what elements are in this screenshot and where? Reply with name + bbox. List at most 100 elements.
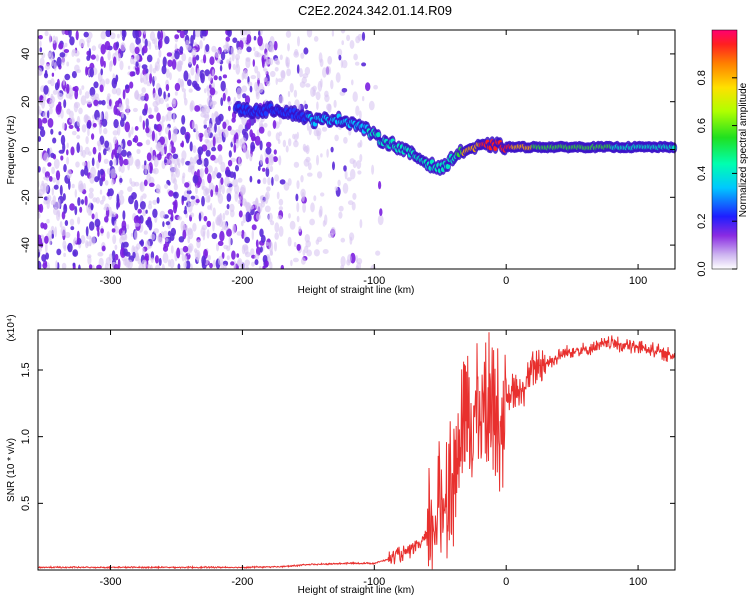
spectrogram-noise-blob bbox=[76, 127, 80, 132]
spectrogram-noise-blob bbox=[145, 139, 151, 146]
spectrogram-noise-blob bbox=[185, 133, 190, 144]
spectrogram-noise-blob bbox=[89, 86, 96, 97]
spectrogram-noise-blob bbox=[44, 171, 51, 179]
spectrogram-noise-blob bbox=[66, 149, 69, 156]
spectrogram-noise-blob bbox=[114, 244, 118, 250]
spectrogram-noise-blob bbox=[268, 155, 274, 166]
spectrogram-noise-blob bbox=[198, 212, 202, 222]
spectrogram-noise-blob bbox=[205, 187, 210, 196]
spectrogram-track-layer bbox=[232, 100, 678, 176]
spectrogram-noise-blob bbox=[154, 106, 159, 113]
spectrogram-noise-blob bbox=[236, 87, 242, 96]
spectrogram-noise-blob bbox=[305, 144, 310, 155]
spectrogram-noise-blob bbox=[91, 133, 95, 140]
spectrogram-noise-blob bbox=[243, 68, 249, 80]
spectrogram-noise-blob bbox=[310, 202, 315, 213]
spectrogram-noise-blob bbox=[306, 30, 313, 38]
spectrogram-noise-blob bbox=[220, 51, 226, 61]
spectrogram-noise-blob bbox=[188, 56, 192, 65]
spectrogram-noise-blob bbox=[373, 84, 378, 90]
spectrogram-noise-blob bbox=[181, 195, 185, 202]
spectrogram-noise-blob bbox=[50, 199, 56, 206]
spectrogram-noise-blob bbox=[347, 200, 354, 206]
spectrogram-noise-blob bbox=[337, 179, 341, 187]
spectrogram-noise-blob bbox=[313, 195, 317, 202]
spectrogram-noise-blob bbox=[125, 97, 130, 107]
spectrogram-noise-blob bbox=[179, 247, 184, 255]
spectrogram-noise-layer bbox=[38, 30, 384, 269]
spectrogram-noise-blob bbox=[303, 47, 309, 55]
spectrogram-noise-blob bbox=[343, 136, 348, 144]
spectrogram-noise-blob bbox=[43, 85, 49, 95]
spectrogram-noise-blob bbox=[183, 91, 187, 101]
spectrogram-noise-blob bbox=[286, 68, 291, 77]
spectrogram-noise-blob bbox=[148, 107, 152, 115]
spectrogram-noise-blob bbox=[253, 35, 257, 41]
spectrogram-noise-blob bbox=[79, 88, 82, 96]
spectrogram-noise-blob bbox=[209, 56, 215, 66]
spectrogram-noise-blob bbox=[260, 234, 266, 244]
spectrogram-noise-blob bbox=[250, 141, 256, 152]
spectrogram-noise-blob bbox=[135, 54, 140, 60]
spectrogram-noise-blob bbox=[134, 125, 139, 131]
spectrogram-noise-blob bbox=[264, 260, 269, 267]
spectrogram-noise-blob bbox=[271, 176, 274, 186]
spectrogram-noise-blob bbox=[249, 85, 253, 93]
spectrogram-noise-blob bbox=[330, 226, 336, 235]
spectrogram-noise-blob bbox=[47, 52, 52, 58]
spectrogram-noise-blob bbox=[53, 207, 58, 216]
spectrogram-noise-blob bbox=[226, 193, 232, 202]
spectrogram-noise-blob bbox=[241, 244, 246, 255]
spectrogram-noise-blob bbox=[53, 61, 57, 71]
spectrogram-noise-blob bbox=[192, 174, 199, 184]
spectrogram-noise-blob bbox=[287, 43, 290, 52]
spectrogram-noise-blob bbox=[48, 176, 53, 182]
spectrogram-noise-blob bbox=[156, 112, 161, 122]
spectrogram-noise-blob bbox=[39, 57, 45, 66]
spectrogram-noise-blob bbox=[334, 186, 338, 191]
spectrogram-noise-blob bbox=[222, 121, 227, 130]
spectrogram-noise-blob bbox=[229, 57, 232, 64]
spectrogram-noise-blob bbox=[226, 43, 230, 53]
spectrogram-noise-blob bbox=[316, 236, 323, 242]
spectrogram-noise-blob bbox=[154, 133, 158, 144]
spectrogram-noise-blob bbox=[274, 67, 279, 72]
spectrogram-noise-blob bbox=[69, 218, 75, 226]
spectrogram-noise-blob bbox=[195, 185, 198, 195]
spectrogram-noise-blob bbox=[235, 139, 240, 144]
spectrogram-noise-blob bbox=[97, 251, 104, 257]
spectrogram-noise-blob bbox=[140, 92, 145, 102]
spectrogram-noise-blob bbox=[79, 206, 83, 213]
spectrogram-noise-blob bbox=[241, 85, 248, 93]
spectrogram-noise-blob bbox=[185, 260, 191, 269]
spectrogram-noise-blob bbox=[162, 56, 167, 68]
spectrogram-noise-blob bbox=[129, 71, 135, 77]
spectrogram-noise-blob bbox=[167, 59, 173, 67]
spectrogram-noise-blob bbox=[74, 189, 78, 198]
spectrogram-noise-blob bbox=[180, 126, 187, 136]
spectrogram-noise-blob bbox=[66, 108, 71, 115]
spectrogram-noise-blob bbox=[173, 178, 177, 185]
spectrogram-noise-blob bbox=[264, 205, 271, 213]
spectrogram-y-tick-label: 0 bbox=[20, 146, 32, 152]
spectrogram-noise-blob bbox=[192, 222, 197, 232]
spectrogram-noise-blob bbox=[163, 91, 166, 100]
spectrogram-noise-blob bbox=[141, 259, 148, 268]
spectrogram-noise-blob bbox=[310, 86, 316, 98]
spectrogram-noise-blob bbox=[295, 193, 299, 202]
spectrogram-noise-blob bbox=[167, 259, 171, 267]
spectrogram-noise-blob bbox=[172, 153, 179, 159]
spectrogram-noise-blob bbox=[129, 81, 134, 89]
spectrogram-noise-blob bbox=[279, 54, 283, 61]
spectrogram-noise-blob bbox=[166, 52, 173, 57]
spectrogram-noise-blob bbox=[38, 212, 41, 219]
spectrogram-noise-blob bbox=[56, 56, 62, 68]
spectrogram-noise-blob bbox=[64, 42, 68, 48]
spectrogram-noise-blob bbox=[244, 236, 250, 244]
spectrogram-noise-blob bbox=[136, 148, 141, 154]
spectrogram-noise-blob bbox=[220, 161, 226, 173]
spectrogram-noise-blob bbox=[235, 63, 241, 75]
spectrogram-noise-blob bbox=[63, 164, 67, 173]
spectrogram-noise-blob bbox=[59, 221, 63, 228]
spectrogram-noise-blob bbox=[51, 166, 55, 175]
